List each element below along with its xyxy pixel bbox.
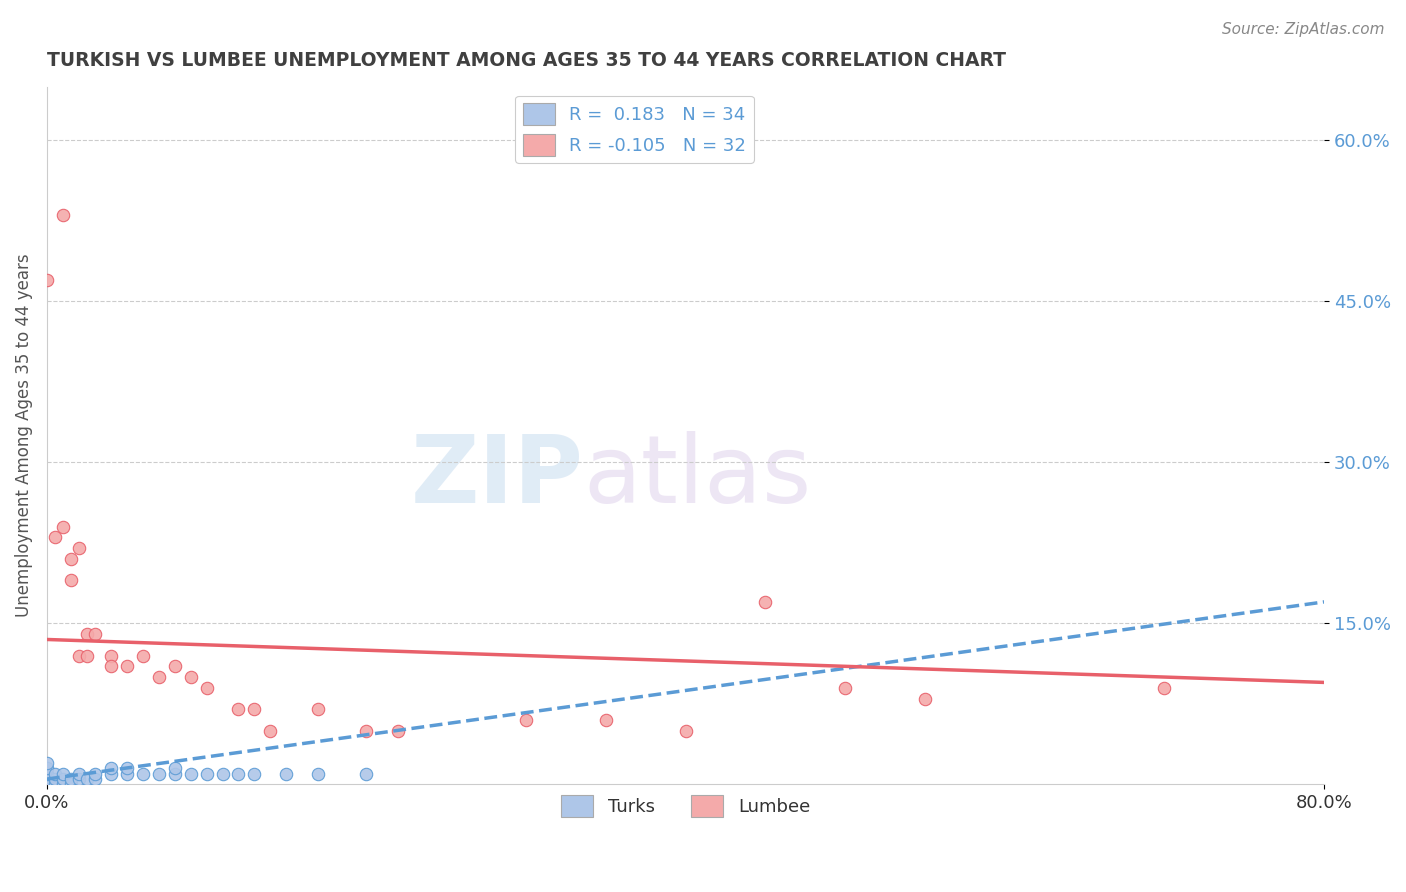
Text: atlas: atlas xyxy=(583,432,811,524)
Point xyxy=(180,766,202,780)
Point xyxy=(163,761,186,775)
Point xyxy=(44,766,66,780)
Point xyxy=(76,772,98,786)
Point xyxy=(59,552,82,566)
Point xyxy=(387,723,409,738)
Point xyxy=(52,777,75,791)
Point xyxy=(914,691,936,706)
Point xyxy=(67,766,90,780)
Text: Source: ZipAtlas.com: Source: ZipAtlas.com xyxy=(1222,22,1385,37)
Point xyxy=(44,772,66,786)
Point xyxy=(35,761,58,775)
Point xyxy=(307,766,329,780)
Point xyxy=(515,713,537,727)
Point xyxy=(76,627,98,641)
Point xyxy=(83,772,105,786)
Point xyxy=(354,723,377,738)
Point xyxy=(595,713,617,727)
Text: ZIP: ZIP xyxy=(411,432,583,524)
Point xyxy=(67,541,90,556)
Point xyxy=(115,766,138,780)
Point xyxy=(163,766,186,780)
Point xyxy=(100,761,122,775)
Point xyxy=(180,670,202,684)
Point xyxy=(131,766,153,780)
Point xyxy=(35,756,58,770)
Point xyxy=(1153,681,1175,695)
Point xyxy=(195,766,218,780)
Point xyxy=(52,520,75,534)
Point xyxy=(59,777,82,791)
Point xyxy=(115,761,138,775)
Point xyxy=(67,648,90,663)
Point xyxy=(195,681,218,695)
Point xyxy=(228,766,250,780)
Y-axis label: Unemployment Among Ages 35 to 44 years: Unemployment Among Ages 35 to 44 years xyxy=(15,253,32,617)
Point xyxy=(35,777,58,791)
Point xyxy=(148,670,170,684)
Point xyxy=(52,766,75,780)
Point xyxy=(83,766,105,780)
Point xyxy=(163,659,186,673)
Point xyxy=(59,574,82,588)
Point xyxy=(675,723,697,738)
Point xyxy=(354,766,377,780)
Point xyxy=(35,273,58,287)
Point xyxy=(35,772,58,786)
Point xyxy=(67,772,90,786)
Point xyxy=(243,766,266,780)
Point xyxy=(83,627,105,641)
Point xyxy=(276,766,298,780)
Point xyxy=(100,659,122,673)
Point xyxy=(148,766,170,780)
Point xyxy=(52,772,75,786)
Point xyxy=(131,648,153,663)
Point xyxy=(59,772,82,786)
Point xyxy=(243,702,266,716)
Point xyxy=(228,702,250,716)
Point xyxy=(44,777,66,791)
Point xyxy=(211,766,233,780)
Legend: Turks, Lumbee: Turks, Lumbee xyxy=(554,788,817,824)
Point xyxy=(259,723,281,738)
Point xyxy=(35,766,58,780)
Point xyxy=(76,648,98,663)
Text: TURKISH VS LUMBEE UNEMPLOYMENT AMONG AGES 35 TO 44 YEARS CORRELATION CHART: TURKISH VS LUMBEE UNEMPLOYMENT AMONG AGE… xyxy=(46,51,1005,70)
Point xyxy=(834,681,856,695)
Point xyxy=(100,766,122,780)
Point xyxy=(44,531,66,545)
Point xyxy=(100,648,122,663)
Point xyxy=(52,208,75,222)
Point xyxy=(754,595,776,609)
Point xyxy=(307,702,329,716)
Point xyxy=(115,659,138,673)
